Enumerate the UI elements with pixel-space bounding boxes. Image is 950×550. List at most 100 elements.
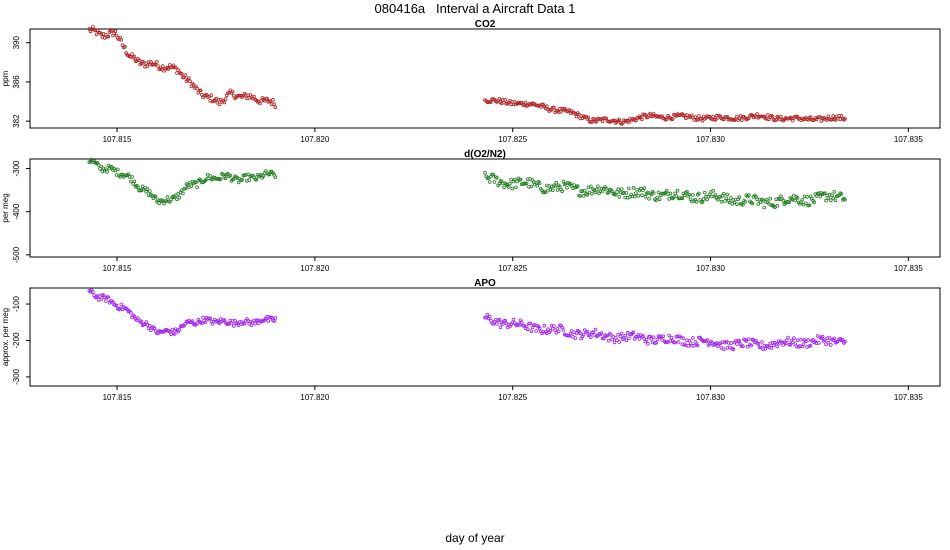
d-o2-n2-data-point [624, 191, 629, 195]
co2-data-point [230, 89, 235, 94]
co2-data-point [149, 59, 153, 64]
apo-data-point [119, 302, 124, 307]
co2-x-tick-label: 107.825 [498, 135, 527, 144]
d-o2-n2-data-point [575, 184, 580, 188]
d-o2-n2-data-point [710, 194, 714, 199]
d-o2-n2-data-point [732, 200, 737, 205]
d-o2-n2-data-point [701, 197, 706, 201]
apo-data-point [524, 324, 529, 329]
d-o2-n2-data-point [781, 198, 786, 203]
apo-data-point [681, 336, 686, 341]
d-o2-n2-data-point [606, 190, 611, 195]
d-o2-n2-data-point [129, 179, 133, 184]
co2-y-axis-label: ppm [1, 70, 10, 86]
d-o2-n2-data-point [527, 185, 531, 189]
d-o2-n2-panel-title: d(O2/N2) [464, 149, 506, 160]
d-o2-n2-data-point [649, 192, 654, 197]
apo-data-point [616, 332, 620, 337]
apo-data-point [692, 343, 696, 348]
apo-data-point [820, 334, 825, 339]
co2-x-tick-label: 107.815 [103, 135, 132, 144]
co2-panel-title: CO2 [475, 19, 496, 30]
co2-data-point [123, 44, 127, 49]
apo-data-point [195, 321, 199, 325]
d-o2-n2-data-point [775, 203, 780, 208]
d-o2-n2-data-point [636, 194, 641, 198]
apo-data-point [552, 324, 556, 328]
d-o2-n2-data-point [664, 188, 669, 193]
d-o2-n2-data-point [567, 182, 572, 186]
d-o2-n2-data-point [116, 167, 120, 172]
d-o2-n2-data-point [232, 177, 236, 181]
apo-data-point [655, 337, 660, 342]
d-o2-n2-data-point [565, 186, 569, 190]
apo-data-point [208, 316, 213, 321]
d-o2-n2-data-point [824, 198, 828, 203]
d-o2-n2-data-point [737, 195, 742, 200]
apo-data-point [801, 342, 806, 347]
apo-data-point [731, 347, 736, 352]
apo-data-point [745, 344, 750, 349]
apo-data-point [593, 327, 598, 332]
apo-x-tick-label: 107.835 [894, 393, 923, 402]
d-o2-n2-data-point [843, 197, 847, 202]
apo-y-tick-label: -100 [12, 295, 21, 312]
d-o2-n2-data-point [590, 192, 594, 196]
apo-data-point [824, 342, 828, 347]
d-o2-n2-data-point [97, 163, 101, 167]
co2-data-point [713, 118, 718, 122]
d-o2-n2-data-point [560, 189, 564, 194]
d-o2-n2-data-point [153, 194, 158, 199]
apo-data-point [625, 330, 630, 335]
apo-data-point [256, 321, 261, 326]
co2-data-point [216, 97, 221, 102]
co2-data-point [183, 73, 188, 77]
d-o2-n2-data-point [805, 195, 809, 199]
d-o2-n2-data-point [697, 191, 701, 196]
d-o2-n2-data-point [711, 188, 715, 193]
apo-data-point [686, 344, 690, 348]
apo-data-point [624, 338, 629, 343]
apo-data-point [822, 338, 827, 342]
apo-data-point [826, 340, 831, 345]
co2-data-point [272, 102, 276, 106]
d-o2-n2-data-point [518, 177, 523, 182]
d-o2-n2-data-point [818, 194, 822, 199]
apo-data-point [806, 338, 810, 342]
co2-data-point [209, 93, 214, 97]
apo-data-point [668, 339, 673, 343]
d-o2-n2-data-point [631, 186, 636, 190]
d-o2-n2-data-point [719, 199, 724, 204]
d-o2-n2-data-point [261, 174, 266, 178]
co2-x-tick-label: 107.820 [300, 135, 329, 144]
apo-data-point [760, 340, 764, 344]
co2-data-point [556, 110, 561, 114]
apo-data-point [786, 335, 790, 340]
apo-data-point [606, 338, 611, 343]
d-o2-n2-data-point [682, 193, 687, 198]
apo-data-point [612, 340, 617, 345]
co2-data-point [110, 28, 114, 33]
co2-data-point [617, 117, 622, 122]
d-o2-n2-data-point [581, 194, 586, 198]
apo-panel-title: APO [474, 278, 496, 289]
co2-data-point [765, 113, 770, 117]
d-o2-n2-x-tick-label: 107.815 [103, 264, 132, 273]
d-o2-n2-data-point [700, 200, 705, 204]
apo-data-point [519, 320, 524, 324]
d-o2-n2-x-tick-label: 107.825 [498, 264, 527, 273]
x-axis-label: day of year [445, 531, 505, 545]
apo-data-point [203, 320, 208, 325]
apo-data-point [691, 336, 695, 340]
apo-data-point [631, 330, 636, 335]
d-o2-n2-data-point [555, 188, 560, 192]
d-o2-n2-data-point [702, 190, 707, 195]
apo-data-point [578, 331, 582, 336]
apo-data-point [104, 299, 108, 303]
apo-data-point [172, 332, 177, 336]
apo-y-tick-label: -300 [12, 368, 21, 385]
d-o2-n2-data-point [491, 172, 496, 177]
d-o2-n2-y-axis-label: per meg [1, 193, 10, 222]
co2-data-point [486, 100, 491, 104]
co2-data-point [779, 114, 783, 119]
